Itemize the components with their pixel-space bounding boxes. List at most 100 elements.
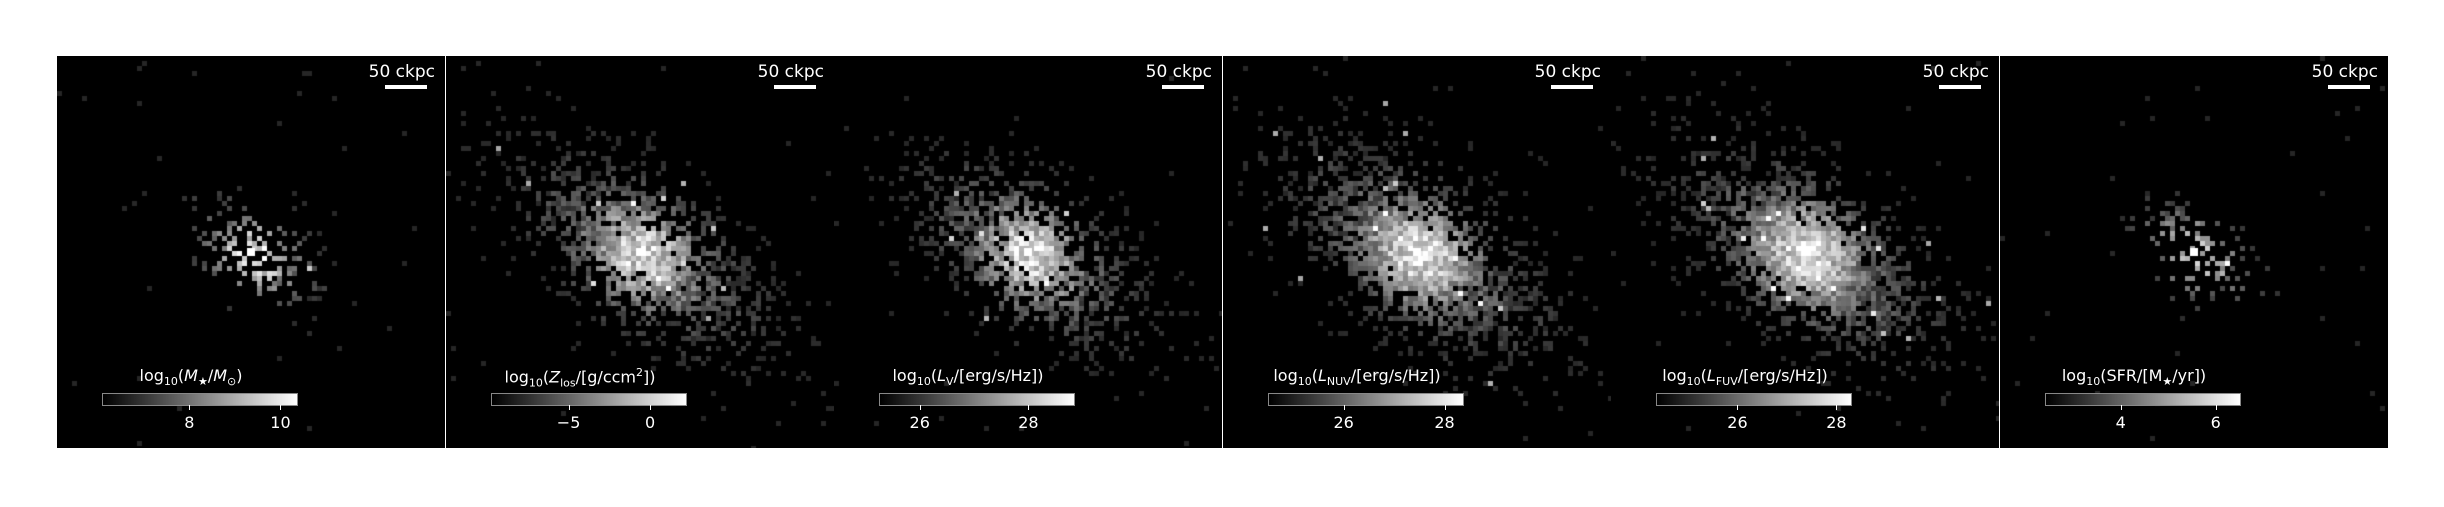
colorbar-label-symbol: L — [1317, 366, 1327, 385]
colorbar — [1656, 393, 1852, 406]
panel-fuv-luminosity: 50 ckpc log10(LFUV/[erg/s/Hz]) 26 28 — [1611, 56, 1999, 448]
scale-bar — [2328, 85, 2370, 89]
colorbar-label-text: log — [1662, 366, 1687, 385]
scale-bar-label: 50 ckpc — [1534, 62, 1601, 82]
colorbar-tick — [568, 405, 570, 410]
colorbar-label-symbol: M — [184, 366, 198, 385]
colorbar-label-text: ( — [177, 366, 185, 385]
colorbar-label-subscript: los — [560, 376, 576, 390]
colorbar-tick-label: 26 — [909, 413, 930, 432]
colorbar-label-text: log — [892, 366, 917, 385]
colorbar — [102, 393, 298, 406]
panel-nuv-luminosity: 50 ckpc log10(LNUV/[erg/s/Hz]) 26 28 — [1223, 56, 1611, 448]
colorbar-tick — [1343, 405, 1345, 410]
colorbar-label-text: (SFR/[M — [2100, 366, 2163, 385]
scale-bar — [1551, 85, 1593, 89]
colorbar-label-text: /[g/ccm — [575, 367, 636, 387]
colorbar-tick-label: 26 — [1333, 413, 1354, 432]
colorbar-label-subscript: ★ — [197, 375, 208, 389]
projection-map-metallicity — [446, 56, 834, 448]
colorbar-label: log10(M★/M⊙) — [91, 366, 291, 388]
colorbar-tick — [280, 405, 282, 410]
colorbar-tick-label: 26 — [1727, 413, 1748, 432]
colorbar-tick — [2120, 405, 2122, 410]
colorbar — [2045, 393, 2241, 406]
scale-bar-label: 50 ckpc — [368, 62, 435, 82]
projection-map-stellar-mass — [57, 56, 445, 448]
colorbar-label: log10(LV/[erg/s/Hz]) — [868, 366, 1068, 388]
scale-bar-label: 50 ckpc — [1922, 62, 1989, 82]
colorbar-label-text: ( — [930, 366, 938, 385]
colorbar-label-symbol: M — [213, 366, 228, 385]
scale-bar-label: 50 ckpc — [2311, 62, 2378, 82]
colorbar-label-text: log — [2061, 366, 2087, 385]
colorbar-tick — [1737, 405, 1739, 410]
projection-map-fuv-luminosity — [1611, 56, 1999, 448]
colorbar-label-text: /[erg/s/Hz]) — [1350, 366, 1441, 385]
colorbar-label-subscript: FUV — [1715, 375, 1738, 389]
colorbar-label-superscript: 2 — [636, 366, 643, 379]
projection-map-v-band-luminosity — [834, 56, 1222, 448]
colorbar-label-symbol: L — [1706, 366, 1716, 385]
colorbar-label-subscript: 10 — [916, 375, 931, 389]
colorbar — [879, 393, 1075, 406]
colorbar-tick-label: 6 — [2210, 413, 2221, 432]
panel-stellar-mass: 50 ckpc log10(M★/M⊙) 8 10 — [57, 56, 445, 448]
scale-bar — [774, 85, 816, 89]
projection-map-nuv-luminosity — [1223, 56, 1611, 448]
colorbar-label-subscript: 10 — [1297, 375, 1312, 389]
colorbar — [491, 393, 687, 406]
colorbar-label-subscript: ★ — [2162, 375, 2173, 389]
colorbar-label: log10(SFR/[M★/yr]) — [2034, 366, 2234, 388]
colorbar-tick — [1028, 405, 1030, 410]
colorbar-tick-label: 28 — [1434, 413, 1455, 432]
colorbar-label-text: /[erg/s/Hz]) — [1737, 366, 1828, 385]
colorbar-label-text: ) — [236, 366, 243, 385]
scale-bar — [1939, 85, 1981, 89]
panel-v-band-luminosity: 50 ckpc log10(LV/[erg/s/Hz]) 26 28 — [834, 56, 1222, 448]
colorbar-label-text: log — [139, 366, 164, 385]
panel-star-formation-rate: 50 ckpc log10(SFR/[M★/yr]) 4 6 — [2000, 56, 2388, 448]
colorbar-tick — [650, 405, 652, 410]
colorbar-label-symbol: Z — [549, 367, 561, 387]
colorbar-label-subscript: V — [946, 375, 954, 389]
colorbar-label-subscript: ⊙ — [227, 375, 237, 389]
colorbar-label-text: log — [1273, 366, 1298, 385]
colorbar-label-text: log — [504, 367, 529, 387]
colorbar-tick-label: 4 — [2115, 413, 2126, 432]
scale-bar — [385, 85, 427, 89]
colorbar — [1268, 393, 1464, 406]
colorbar-label: log10(LFUV/[erg/s/Hz]) — [1645, 366, 1845, 388]
colorbar-tick — [2215, 405, 2217, 410]
colorbar-label-text: /yr]) — [2172, 366, 2207, 385]
colorbar-tick — [919, 405, 921, 410]
colorbar-label: log10(LNUV/[erg/s/Hz]) — [1257, 366, 1457, 388]
colorbar-label-subscript: NUV — [1326, 375, 1351, 389]
colorbar-tick-label: 0 — [644, 413, 656, 432]
colorbar-label-text: ( — [1311, 366, 1318, 385]
scale-bar-label: 50 ckpc — [757, 62, 824, 82]
colorbar-label-text: / — [207, 366, 214, 385]
colorbar-label-subscript: 10 — [163, 375, 178, 389]
colorbar-tick — [189, 405, 191, 410]
colorbar-label-subscript: 10 — [1686, 375, 1701, 389]
colorbar-tick-label: 28 — [1018, 413, 1039, 432]
scale-bar — [1162, 85, 1204, 89]
colorbar-tick-label: 28 — [1826, 413, 1847, 432]
panel-metallicity: 50 ckpc log10(Zlos/[g/ccm2]) −5 0 — [446, 56, 834, 448]
projection-map-star-formation-rate — [2000, 56, 2388, 448]
colorbar-tick — [1836, 405, 1838, 410]
colorbar-label-text: ]) — [643, 367, 656, 387]
colorbar-label-subscript: 10 — [528, 376, 543, 390]
colorbar-label-text: ( — [542, 367, 550, 387]
colorbar-tick-label: 8 — [184, 413, 195, 432]
colorbar-tick-label: −5 — [556, 413, 581, 432]
colorbar-label-symbol: L — [937, 366, 947, 385]
scale-bar-label: 50 ckpc — [1145, 62, 1212, 82]
colorbar-tick — [1444, 405, 1446, 410]
colorbar-label-text: /[erg/s/Hz]) — [953, 366, 1044, 385]
colorbar-label-text: ( — [1700, 366, 1707, 385]
colorbar-tick-label: 10 — [270, 413, 291, 432]
colorbar-label: log10(Zlos/[g/ccm2]) — [480, 366, 680, 390]
